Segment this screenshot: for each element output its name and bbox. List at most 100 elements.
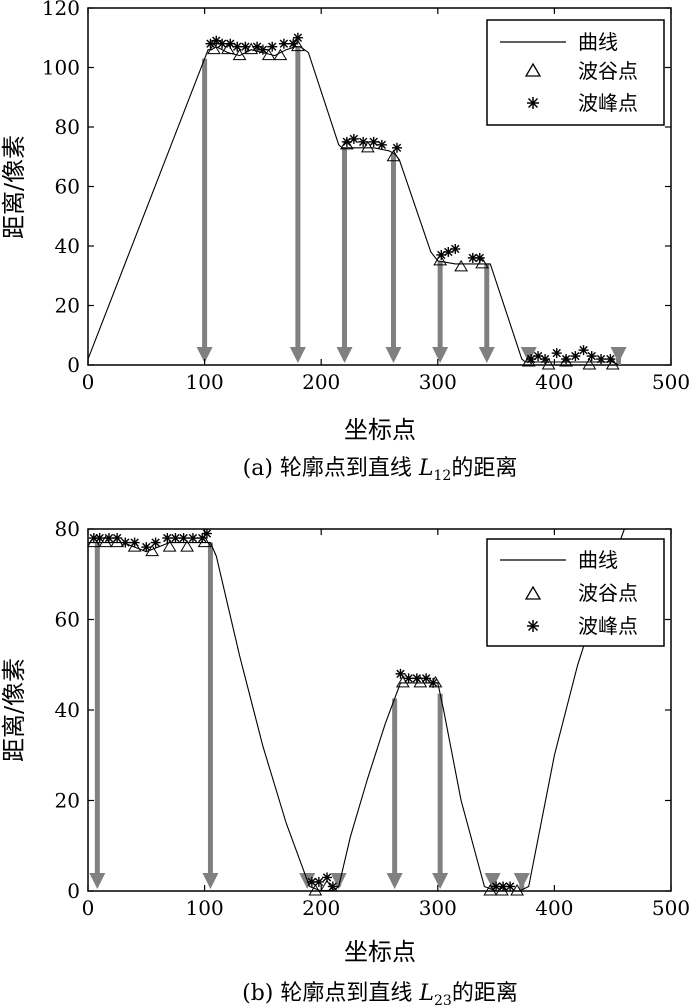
caption-suffix: 的距离 — [451, 456, 517, 481]
chart-b: 0 100 200 300 400 500 0 20 40 60 80 距离/像素 坐标点 (b) … — [0, 517, 690, 1008]
x-tick-label: 300 — [419, 896, 457, 920]
x-tick-label: 400 — [535, 896, 573, 920]
peak-point — [292, 32, 303, 43]
x-tick-label: 400 — [535, 370, 573, 394]
y-tick-label: 20 — [55, 789, 80, 813]
legend: 曲线 波谷点 波峰点 — [486, 538, 665, 647]
arrow-head — [289, 347, 306, 363]
peak-point — [348, 133, 359, 144]
legend-label-valley: 波谷点 — [578, 581, 638, 605]
tick-group: 0 100 200 300 400 500 0 20 40 60 80 — [55, 517, 691, 920]
legend-label-peak: 波峰点 — [578, 91, 638, 115]
legend-triangle-marker — [524, 585, 542, 600]
series-group — [87, 32, 620, 370]
peak-point — [491, 881, 502, 892]
caption-sub: 12 — [434, 468, 452, 484]
peak-point — [141, 542, 152, 553]
valley-point — [559, 355, 573, 367]
peak-point — [170, 533, 181, 544]
x-tick-label: 500 — [652, 896, 690, 920]
tick-group: 0 100 200 300 400 500 0 20 40 60 80 100 120 — [42, 0, 690, 394]
valley-point — [582, 358, 597, 370]
x-axis-label: 坐标点 — [344, 416, 416, 444]
y-tick-label: 120 — [42, 0, 80, 20]
legend: 曲线 波谷点 波峰点 — [486, 19, 665, 126]
arrow-head — [484, 873, 501, 889]
chart-a: 0 100 200 300 400 500 0 20 40 60 80 100 120 距离/像素 坐标… — [0, 0, 690, 484]
peak-point — [187, 533, 198, 544]
x-tick-label: 100 — [186, 896, 224, 920]
peak-point — [505, 881, 516, 892]
arrow-head — [336, 347, 353, 363]
peak-point — [368, 136, 379, 147]
y-tick-label: 100 — [42, 56, 80, 80]
x-tick-label: 200 — [302, 896, 340, 920]
y-axis-label: 距离/像素 — [0, 135, 28, 239]
peak-point — [257, 44, 268, 55]
valley-point — [433, 253, 448, 266]
valley-point — [232, 48, 247, 61]
valley-point — [308, 884, 323, 896]
peak-point — [129, 537, 140, 548]
x-axis-label: 坐标点 — [344, 938, 416, 966]
peak-point — [267, 41, 278, 52]
peak-point — [313, 876, 324, 887]
legend-triangle-marker — [524, 62, 542, 77]
peak-point — [358, 136, 369, 147]
caption-prefix: (a) 轮廓点到直线 — [243, 456, 419, 481]
series-group — [86, 528, 625, 896]
arrow-head — [478, 347, 495, 363]
arrow-head — [432, 347, 449, 363]
legend-star-marker — [527, 620, 539, 632]
peak-point — [322, 872, 333, 883]
peak-point — [586, 351, 597, 362]
peak-point — [428, 677, 439, 688]
x-tick-label: 0 — [82, 370, 95, 394]
arrow-head — [89, 873, 106, 889]
peak-point — [474, 252, 485, 263]
valley-point — [162, 540, 177, 552]
peak-point — [551, 348, 562, 359]
valley-point — [454, 259, 469, 272]
peak-point — [240, 41, 251, 52]
legend-label-valley: 波谷点 — [578, 59, 638, 83]
valley-point — [320, 879, 334, 891]
arrow-head — [202, 873, 219, 889]
arrow-head — [196, 347, 213, 363]
x-tick-label: 500 — [652, 370, 690, 394]
peak-point — [150, 537, 161, 548]
peak-point — [376, 139, 387, 150]
y-tick-label: 20 — [55, 294, 80, 318]
peak-point — [178, 533, 189, 544]
peak-point — [570, 351, 581, 362]
y-tick-label: 0 — [67, 879, 80, 903]
peak-point — [395, 668, 406, 679]
peak-point — [411, 673, 422, 684]
legend-box — [486, 19, 665, 126]
legend-box — [486, 538, 665, 647]
arrow-head — [432, 873, 449, 889]
x-tick-label: 0 — [82, 896, 95, 920]
valley-point — [360, 140, 375, 153]
arrow-head — [610, 347, 627, 363]
peak-point — [596, 354, 607, 365]
y-tick-label: 40 — [55, 698, 80, 722]
arrow-head — [513, 873, 530, 889]
caption: (b) 轮廓点到直线 L23的距离 — [242, 981, 518, 1008]
peak-point — [605, 354, 616, 365]
peak-point — [278, 38, 289, 49]
valley-point — [386, 149, 401, 162]
y-tick-label: 0 — [67, 353, 80, 377]
peak-point — [578, 345, 589, 356]
peak-point — [421, 673, 432, 684]
caption: (a) 轮廓点到直线 L12的距离 — [243, 456, 518, 484]
peak-point — [94, 533, 105, 544]
caption-prefix: (b) 轮廓点到直线 — [242, 981, 419, 1006]
arrow-group — [196, 46, 627, 365]
peak-point — [201, 528, 212, 539]
arrow-head — [330, 873, 347, 889]
caption-suffix: 的距离 — [452, 981, 518, 1006]
arrow-head — [520, 347, 537, 363]
caption-var: L — [418, 981, 434, 1006]
legend-label-curve: 曲线 — [578, 30, 618, 54]
